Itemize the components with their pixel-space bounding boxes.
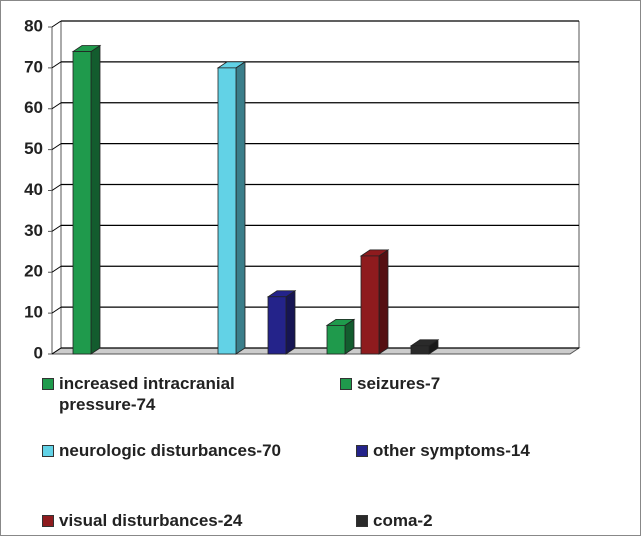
grid-side (51, 143, 62, 151)
grid-side (51, 265, 62, 273)
legend-swatch (42, 378, 54, 390)
bar-front (267, 296, 287, 355)
y-tick-label: 0 (34, 343, 43, 362)
legend-swatch (340, 378, 352, 390)
y-tick-label: 60 (24, 98, 43, 117)
grid-side (51, 20, 62, 28)
y-tick-label: 40 (24, 180, 43, 199)
legend-label: seizures-7 (357, 374, 441, 393)
bar-side (90, 44, 101, 355)
bar-side (285, 290, 296, 355)
legend-item: increased intracranial pressure-74 (42, 373, 292, 415)
y-tick-label: 50 (24, 139, 43, 158)
legend-swatch (42, 445, 54, 457)
legend-swatch (42, 515, 54, 527)
legend-label: neurologic disturbances-70 (59, 441, 281, 460)
legend-swatch (356, 445, 368, 457)
bar-side (235, 61, 246, 355)
floor (50, 347, 581, 355)
legend-swatch (356, 515, 368, 527)
bar-front (410, 345, 430, 355)
y-tick-label: 80 (24, 16, 43, 35)
bar-side (378, 249, 389, 355)
legend-label: coma-2 (373, 511, 433, 530)
bar (266, 290, 297, 355)
grid-side (51, 61, 62, 69)
bar (216, 61, 247, 355)
legend-item: coma-2 (356, 510, 636, 531)
bar-front (326, 324, 346, 355)
legend-item: other symptoms-14 (356, 440, 636, 461)
grid-side (51, 184, 62, 191)
bar (71, 44, 102, 355)
legend-label: visual disturbances-24 (59, 511, 243, 530)
legend-label: increased intracranial pressure-74 (59, 374, 235, 414)
legend-item: seizures-7 (340, 373, 620, 394)
bar (325, 318, 356, 355)
y-tick-label: 70 (24, 57, 43, 76)
bar-front (360, 255, 380, 355)
bar-front (217, 67, 237, 355)
y-tick-label: 30 (24, 221, 43, 240)
grid-side (51, 306, 62, 314)
y-tick-label: 20 (24, 262, 43, 281)
bar (409, 339, 440, 355)
legend-item: neurologic disturbances-70 (42, 440, 342, 461)
grid-side (51, 102, 62, 110)
grid-side (51, 347, 62, 355)
grid-side (51, 224, 62, 232)
legend-item: visual disturbances-24 (42, 510, 342, 531)
y-tick-label: 10 (24, 303, 43, 322)
bar-front (72, 51, 92, 355)
legend-label: other symptoms-14 (373, 441, 530, 460)
bar (359, 249, 390, 355)
